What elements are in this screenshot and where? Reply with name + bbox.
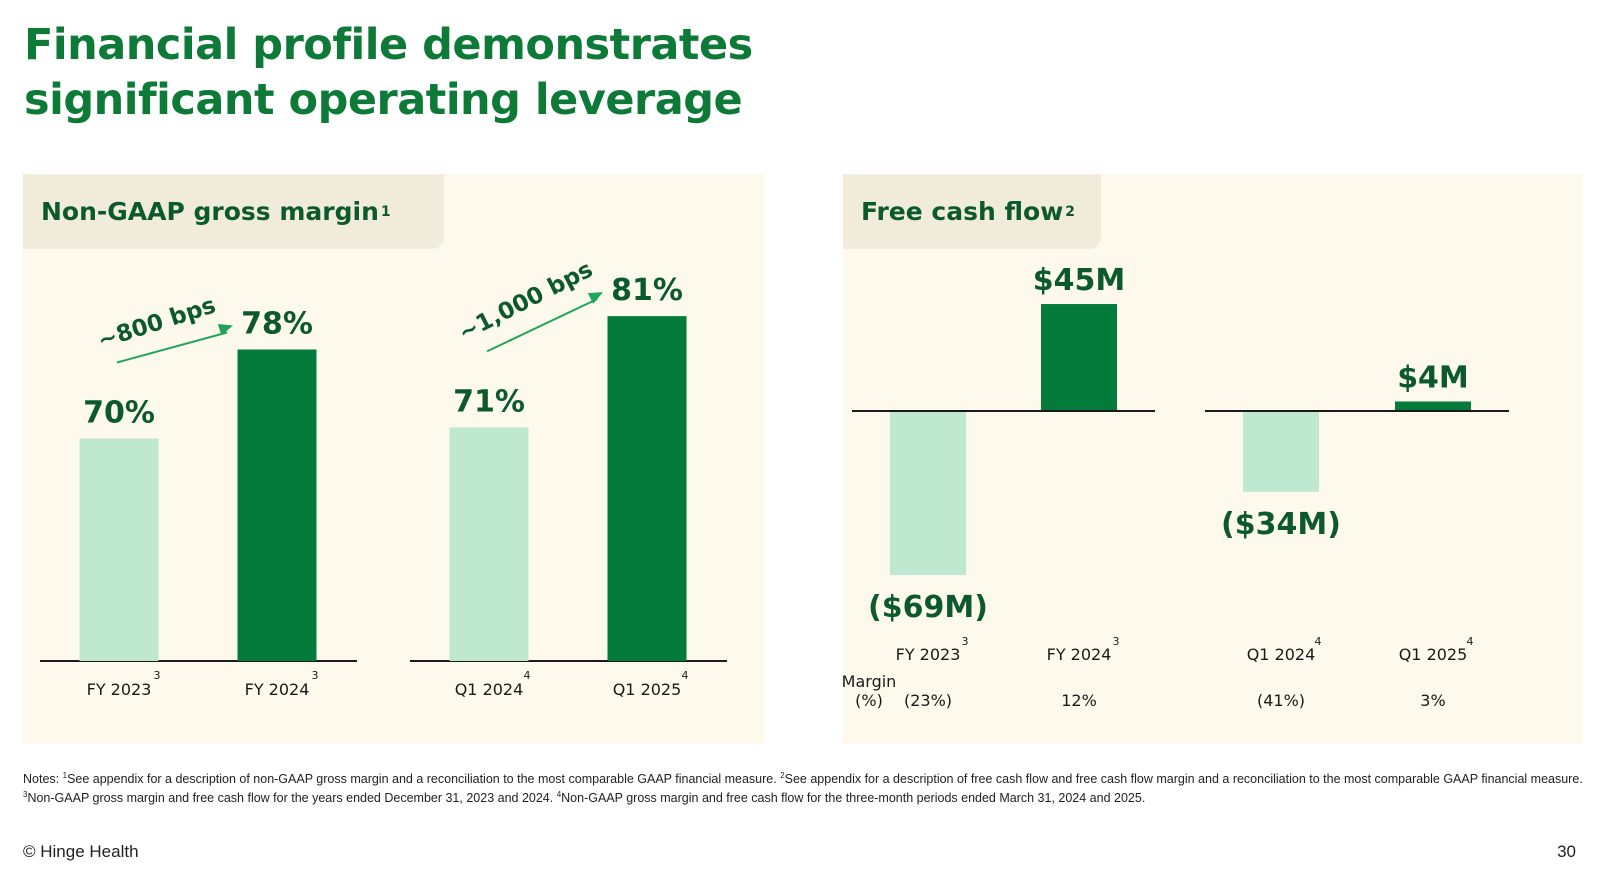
margin-label: Margin	[843, 672, 896, 691]
copyright: © Hinge Health	[23, 842, 139, 861]
free-cash-flow-panel-header: Free cash flow 2	[843, 174, 1101, 249]
page-title-line-1: Financial profile demonstrates	[24, 20, 753, 70]
note-1-marker: 1	[62, 771, 68, 780]
value-label-q1-2025: 81%	[611, 273, 683, 308]
bar-q1-2024	[1243, 411, 1319, 492]
gross-margin-panel: Non-GAAP gross margin 1 70% FY 2023 3 78% FY …	[23, 174, 764, 744]
page-title: Financial profile demonstrates significa…	[24, 18, 753, 128]
x-tick-sup-fy-2023: 3	[962, 635, 969, 648]
x-tick-sup-q1-2024: 4	[1315, 635, 1322, 648]
note-4: Non-GAAP gross margin and free cash flow…	[561, 791, 1146, 806]
value-label-q1-2024: 71%	[453, 384, 525, 419]
bar-fy-2024	[1041, 304, 1117, 411]
margin-label-unit: (%)	[855, 691, 883, 710]
bar-q1-2025	[607, 316, 687, 661]
value-label-q1-2025: $4M	[1397, 360, 1469, 395]
x-tick-q1-2024: Q1 2024	[455, 680, 524, 699]
x-tick-fy-2024: FY 2024	[245, 680, 310, 699]
x-tick-sup-fy-2023: 3	[154, 669, 161, 682]
note-3: Non-GAAP gross margin and free cash flow…	[27, 791, 557, 806]
growth-label-1: ~800 bps	[95, 292, 219, 354]
growth-arrow-head-1	[217, 324, 233, 336]
bar-fy-2024	[237, 349, 317, 661]
value-label-fy-2023: ($69M)	[868, 590, 988, 625]
x-tick-sup-q1-2025: 4	[1467, 635, 1474, 648]
margin-value-q1-2025: 3%	[1420, 691, 1445, 710]
value-label-q1-2024: ($34M)	[1221, 507, 1341, 542]
x-tick-fy-2023: FY 2023	[87, 680, 152, 699]
bar-fy-2023	[890, 411, 966, 575]
x-tick-sup-fy-2024: 3	[312, 669, 319, 682]
bar-fy-2023	[79, 438, 159, 661]
free-cash-flow-panel: Free cash flow 2 ($69M) FY 2023 3 (23%) $45M F…	[843, 174, 1583, 744]
growth-arrow-line-1	[116, 331, 228, 364]
page-title-line-2: significant operating leverage	[24, 75, 743, 125]
gross-margin-panel-header: Non-GAAP gross margin 1	[23, 174, 444, 249]
x-tick-sup-q1-2025: 4	[682, 669, 689, 682]
value-label-fy-2024: 78%	[241, 307, 313, 342]
value-label-fy-2023: 70%	[83, 396, 155, 431]
x-tick-q1-2024: Q1 2024	[1247, 645, 1316, 664]
notes-prefix: Notes:	[23, 772, 63, 787]
x-tick-q1-2025: Q1 2025	[613, 680, 682, 699]
free-cash-flow-footnote-ref: 2	[1065, 203, 1076, 220]
growth-arrow-line-2	[486, 298, 598, 353]
margin-value-q1-2024: (41%)	[1257, 691, 1305, 710]
bar-q1-2024	[449, 427, 529, 661]
gross-margin-footnote-ref: 1	[380, 203, 391, 220]
free-cash-flow-title: Free cash flow	[861, 197, 1064, 226]
note-4-marker: 4	[556, 790, 562, 800]
x-tick-sup-fy-2024: 3	[1113, 635, 1120, 648]
x-tick-sup-q1-2024: 4	[524, 669, 531, 682]
margin-value-fy-2023: (23%)	[904, 691, 952, 710]
note-1: See appendix for a description of non-GA…	[67, 772, 781, 787]
note-2: See appendix for a description of free c…	[784, 772, 1583, 787]
note-2-marker: 2	[780, 771, 785, 780]
page-number: 30	[1557, 842, 1576, 861]
bar-q1-2025	[1395, 401, 1471, 411]
margin-value-fy-2024: 12%	[1061, 691, 1097, 710]
growth-arrow-head-2	[587, 292, 603, 304]
value-label-fy-2024: $45M	[1033, 263, 1125, 298]
note-3-marker: 3	[23, 790, 28, 800]
gross-margin-title: Non-GAAP gross margin	[41, 197, 379, 226]
x-tick-fy-2024: FY 2024	[1047, 645, 1112, 664]
x-tick-fy-2023: FY 2023	[896, 645, 961, 664]
footnotes: Notes: 1See appendix for a description o…	[23, 768, 1583, 806]
x-tick-q1-2025: Q1 2025	[1399, 645, 1468, 664]
